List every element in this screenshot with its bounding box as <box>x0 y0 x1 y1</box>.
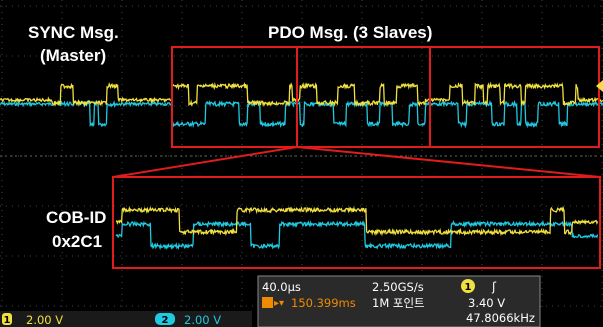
ch1-number: 1 <box>4 315 11 326</box>
scope-screen: SYNC Msg. (Master) PDO Msg. (3 Slaves) C… <box>0 0 603 327</box>
cob-value: 0x2C1 <box>52 232 102 251</box>
timebase: 40.0µs <box>262 280 301 294</box>
trigger-channel: 1 <box>465 282 472 293</box>
sync-title: SYNC Msg. <box>28 23 119 42</box>
trigger-position: 150.399ms <box>291 296 356 310</box>
ch1-scale: 2.00 V <box>26 313 63 327</box>
trigger-arrow: ▸▾ <box>274 298 284 309</box>
record-length: 1M 포인트 <box>372 296 425 310</box>
ch2-scale: 2.00 V <box>184 313 221 327</box>
frequency: 47.8066kHz <box>466 311 535 325</box>
sample-rate: 2.50GS/s <box>372 280 424 294</box>
trigger-level: 3.40 V <box>468 296 505 310</box>
pdo-title: PDO Msg. (3 Slaves) <box>268 23 432 42</box>
cob-title: COB-ID <box>46 208 106 227</box>
trigger-icon <box>262 297 273 308</box>
ch2-number: 2 <box>162 315 169 326</box>
sync-subtitle: (Master) <box>40 46 106 65</box>
